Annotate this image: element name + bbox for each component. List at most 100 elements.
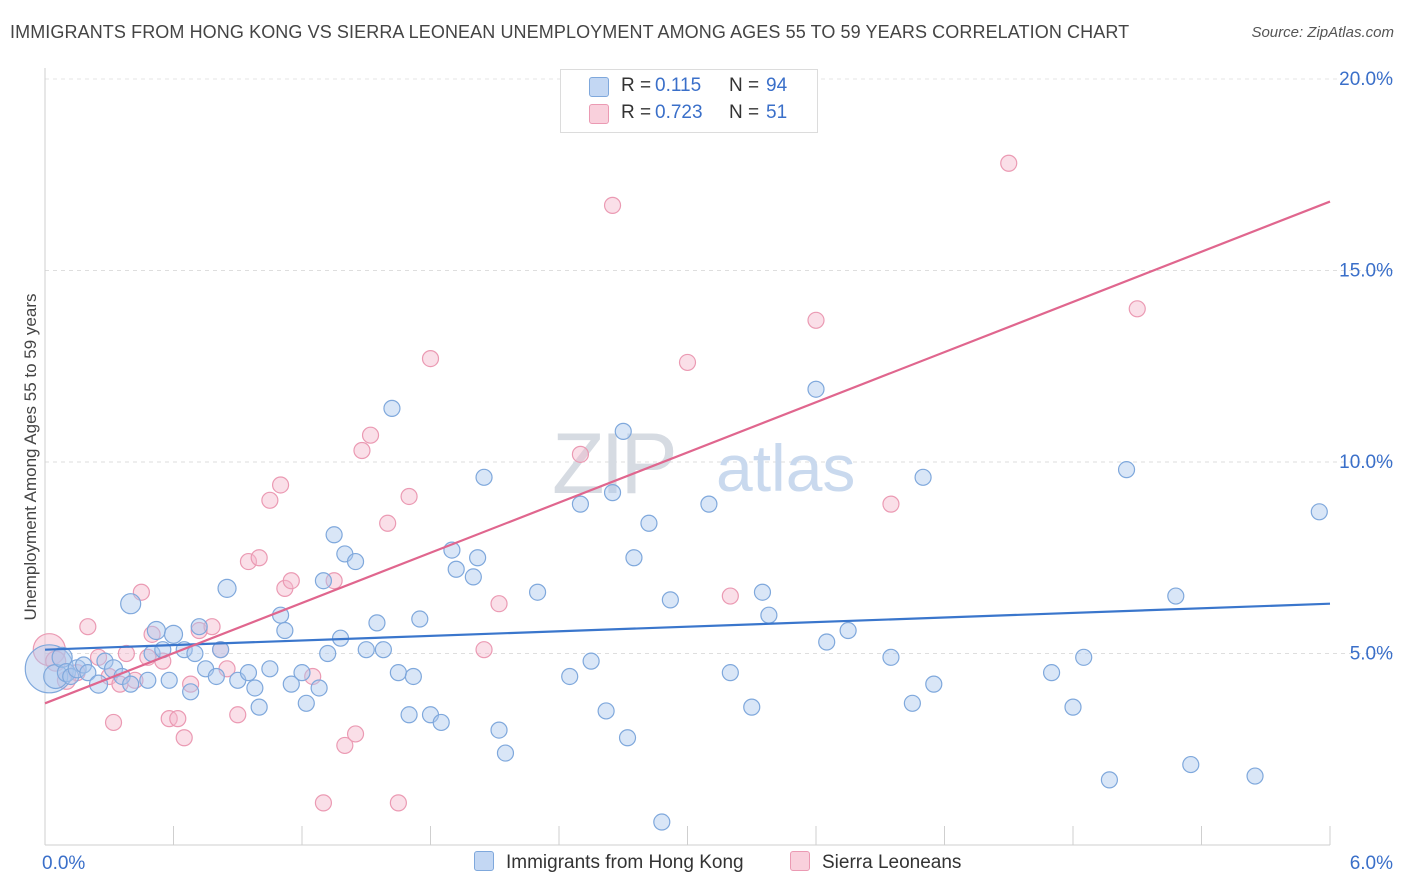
hong-kong-point — [297, 694, 315, 712]
sierra-leonean-point — [261, 491, 279, 509]
hong-kong-point — [743, 698, 761, 716]
hong-kong-point — [319, 644, 337, 663]
legend-n-label: N = — [729, 102, 760, 123]
hong-kong-point — [475, 468, 493, 486]
legend-n-value: 51 — [766, 102, 788, 123]
sierra-leonean-point — [389, 794, 407, 812]
tick-labels: 5.0% 10.0% 15.0% 20.0% 0.0% 6.0% — [42, 69, 1393, 874]
hong-kong-point — [807, 380, 825, 398]
sierra-leonean-point — [603, 196, 622, 214]
legend-r-value: 0.115 — [655, 75, 702, 96]
sierra-leonean-point — [104, 713, 123, 732]
hong-kong-trend-line — [44, 602, 1331, 651]
hong-kong-point — [528, 583, 547, 601]
hong-kong-point — [314, 572, 333, 590]
source-label: Source: ZipAtlas.com — [1251, 24, 1394, 41]
legend-row-sierra-leoneans: R = 0.723 N = 51 — [561, 100, 817, 128]
hong-kong-point — [903, 694, 921, 712]
hong-kong-point — [411, 610, 429, 628]
hong-kong-point — [882, 648, 900, 666]
hong-kong-point — [400, 706, 418, 724]
hong-kong-point — [618, 729, 637, 747]
sierra-leonean-point — [117, 644, 135, 663]
hong-kong-point — [603, 484, 622, 502]
sierra-leonean-point — [239, 552, 258, 571]
hong-kong-point — [182, 683, 200, 701]
hong-kong-point — [614, 422, 632, 440]
hong-kong-point — [261, 660, 279, 678]
y-axis-label: Unemployment Among Ages 55 to 59 years — [21, 294, 40, 621]
hong-kong-point — [496, 744, 515, 762]
hong-kong-point — [217, 578, 237, 598]
legend-swatch-pink — [589, 104, 609, 124]
hong-kong-point — [597, 702, 615, 720]
hong-kong-point — [325, 526, 343, 544]
hong-kong-point — [447, 560, 465, 578]
hong-kong-point — [839, 621, 857, 640]
hong-kong-point — [1064, 698, 1082, 716]
hong-kong-point — [1117, 461, 1136, 479]
sierra-leonean-point — [1000, 154, 1018, 172]
sierra-leonean-point — [143, 625, 161, 643]
hong-kong-point — [51, 646, 73, 668]
sierra-leonean-point — [229, 706, 247, 724]
hong-kong-point — [122, 675, 140, 693]
sierra-leonean-point — [1128, 300, 1146, 318]
hong-kong-point — [389, 664, 407, 682]
bottom-legend-swatch-blue — [474, 851, 494, 871]
sierra-leonean-point — [379, 514, 397, 532]
hong-kong-point — [1075, 648, 1093, 666]
sierra-leonean-point — [421, 349, 440, 368]
hong-kong-point — [625, 549, 643, 567]
hong-kong-point — [246, 679, 264, 697]
hong-kong-point — [1167, 587, 1185, 605]
sierra-leonean-point — [271, 476, 290, 494]
sierra-leonean-point — [169, 710, 187, 728]
legend-r-label: R = — [621, 102, 652, 123]
hong-kong-point — [120, 593, 142, 615]
hong-kong-point — [640, 514, 658, 532]
legend-n-label: N = — [729, 75, 760, 96]
hong-kong-point — [653, 813, 671, 831]
hong-kong-point — [357, 641, 375, 659]
hong-kong-point — [469, 549, 487, 567]
hong-kong-point — [146, 620, 166, 641]
watermark-atlas: atlas — [716, 431, 855, 505]
hong-kong-point — [282, 675, 300, 693]
sierra-leonean-point — [346, 725, 365, 743]
hong-kong-point — [310, 679, 328, 697]
legend-r-value: 0.723 — [655, 102, 703, 123]
sierra-leonean-point — [190, 621, 208, 640]
sierra-leonean-point — [678, 353, 697, 372]
sierra-leonean-point — [400, 487, 418, 506]
hong-kong-points — [24, 380, 1328, 831]
hong-kong-point — [582, 652, 600, 670]
legend-r-label: R = — [621, 75, 652, 96]
axes — [44, 68, 1331, 846]
chart-title: IMMIGRANTS FROM HONG KONG VS SIERRA LEON… — [10, 22, 1130, 42]
hong-kong-point — [207, 667, 225, 686]
legend-row-hong-kong: R = 0.115 N = 94 — [561, 73, 817, 101]
hong-kong-point — [163, 624, 184, 644]
sierra-leonean-trend-line — [44, 200, 1331, 705]
y-tick-label: 20.0% — [1339, 69, 1393, 90]
legend-n-value: 94 — [766, 75, 788, 96]
sierra-leonean-point — [490, 595, 508, 613]
hong-kong-point — [1246, 767, 1264, 785]
sierra-leonean-point — [314, 794, 333, 812]
trend-lines — [44, 200, 1331, 705]
hong-kong-point — [1182, 755, 1200, 774]
hong-kong-point — [368, 614, 386, 632]
hong-kong-point — [250, 698, 268, 716]
sierra-leonean-point — [882, 495, 900, 513]
hong-kong-point — [293, 664, 311, 682]
sierra-leonean-point — [79, 618, 97, 636]
sierra-leonean-point — [721, 587, 739, 605]
hong-kong-point — [79, 664, 97, 682]
hong-kong-point — [561, 667, 579, 686]
x-tick-label: 0.0% — [42, 853, 85, 874]
hong-kong-point — [1042, 664, 1061, 682]
hong-kong-point — [383, 399, 401, 417]
sierra-leonean-point — [807, 311, 825, 329]
